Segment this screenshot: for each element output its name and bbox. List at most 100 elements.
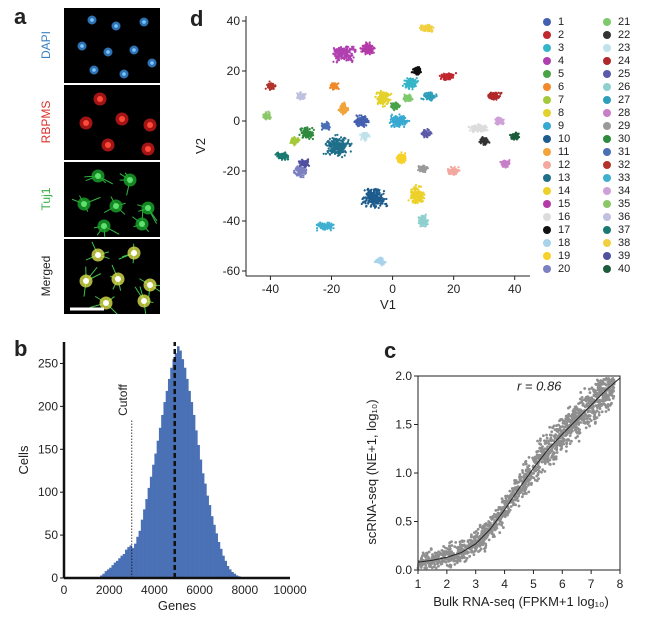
- cell-point: [513, 133, 516, 136]
- cell-point: [421, 166, 424, 169]
- cell-point: [489, 91, 493, 94]
- cell-point: [471, 127, 474, 130]
- cell-point: [383, 96, 386, 99]
- cell-point: [340, 54, 344, 57]
- cell-point: [427, 93, 430, 96]
- cell-point: [364, 132, 367, 135]
- cell-point: [282, 155, 285, 158]
- gene-point: [434, 556, 438, 560]
- gene-point: [531, 464, 535, 468]
- cell-point: [330, 147, 334, 151]
- cell-point: [361, 117, 364, 120]
- cell-point: [470, 125, 474, 128]
- cell-point: [305, 131, 308, 134]
- cell-point: [403, 82, 406, 86]
- cell-point: [394, 118, 397, 121]
- cell-point: [350, 52, 353, 56]
- cell-point: [385, 94, 388, 97]
- cell-point: [400, 155, 403, 158]
- cell-point: [410, 194, 413, 197]
- cell-point: [331, 85, 334, 88]
- cell-point: [374, 197, 377, 200]
- gene-point: [451, 555, 455, 559]
- cell-point: [447, 76, 450, 79]
- cell-point: [358, 117, 361, 120]
- cell-point: [441, 74, 444, 77]
- cell-point: [396, 156, 399, 159]
- cell-point: [421, 224, 424, 227]
- gene-point: [548, 458, 552, 462]
- cell-point: [502, 164, 505, 167]
- cell-point: [406, 97, 409, 101]
- cell-point: [319, 225, 322, 228]
- cell-point: [429, 97, 432, 100]
- cell-point: [336, 86, 339, 89]
- cell-point: [343, 106, 347, 109]
- cell-point: [429, 131, 432, 134]
- cell-point: [490, 94, 493, 97]
- cell-point: [279, 156, 283, 160]
- cell-point: [340, 107, 343, 110]
- cell-point: [377, 197, 380, 200]
- gene-point: [593, 392, 597, 396]
- cell-point: [374, 95, 377, 98]
- cell-point: [361, 122, 364, 125]
- cell-point: [399, 158, 402, 161]
- gene-point: [555, 437, 559, 441]
- cell-point: [330, 142, 333, 145]
- cell-point: [341, 111, 345, 114]
- cell-point: [298, 162, 301, 165]
- cell-point: [303, 131, 306, 134]
- cell-point: [363, 134, 366, 138]
- cell-point: [398, 155, 402, 158]
- cell-point: [284, 151, 287, 154]
- cell-point: [301, 94, 304, 97]
- cell-point: [361, 124, 364, 127]
- cell-point: [505, 163, 509, 166]
- cell-point: [427, 28, 430, 31]
- cell-point: [340, 149, 343, 152]
- cell-point: [335, 142, 338, 145]
- cell-point: [325, 120, 328, 123]
- histogram-bar: [240, 577, 243, 578]
- cell-point: [265, 115, 268, 118]
- cell-point: [396, 119, 399, 123]
- cell-point: [360, 134, 363, 137]
- cell-point: [420, 214, 423, 217]
- cell-point: [296, 92, 299, 95]
- cell-point: [299, 172, 302, 176]
- gene-point: [453, 554, 457, 558]
- cell-point: [382, 93, 385, 97]
- cell-point: [303, 133, 306, 136]
- cell-point: [342, 51, 346, 54]
- gene-point: [552, 424, 556, 428]
- cell-point: [264, 113, 267, 116]
- gene-point: [581, 402, 585, 406]
- cell-point: [342, 56, 345, 60]
- cell-point: [447, 76, 450, 79]
- gene-point: [592, 389, 596, 393]
- cell-point: [316, 224, 319, 227]
- cell-point: [419, 191, 422, 194]
- cell-point: [341, 150, 344, 153]
- gene-point: [572, 418, 576, 421]
- cell-point: [370, 45, 373, 48]
- cell-point: [498, 119, 501, 123]
- gene-point: [586, 410, 590, 414]
- cell-point: [297, 93, 301, 96]
- cell-point: [362, 136, 365, 139]
- cell-point: [328, 223, 331, 226]
- cell-point: [390, 124, 393, 128]
- cell-point: [423, 27, 426, 30]
- cell-point: [413, 84, 417, 88]
- cell-point: [498, 117, 501, 120]
- gene-point: [553, 436, 557, 440]
- cell-point: [342, 108, 345, 111]
- cell-point: [367, 200, 371, 204]
- gene-point: [571, 425, 575, 429]
- cell-point: [368, 45, 371, 48]
- cell-point: [400, 155, 403, 158]
- cell-point: [495, 93, 498, 97]
- cell-point: [383, 94, 387, 97]
- gene-point: [521, 484, 525, 487]
